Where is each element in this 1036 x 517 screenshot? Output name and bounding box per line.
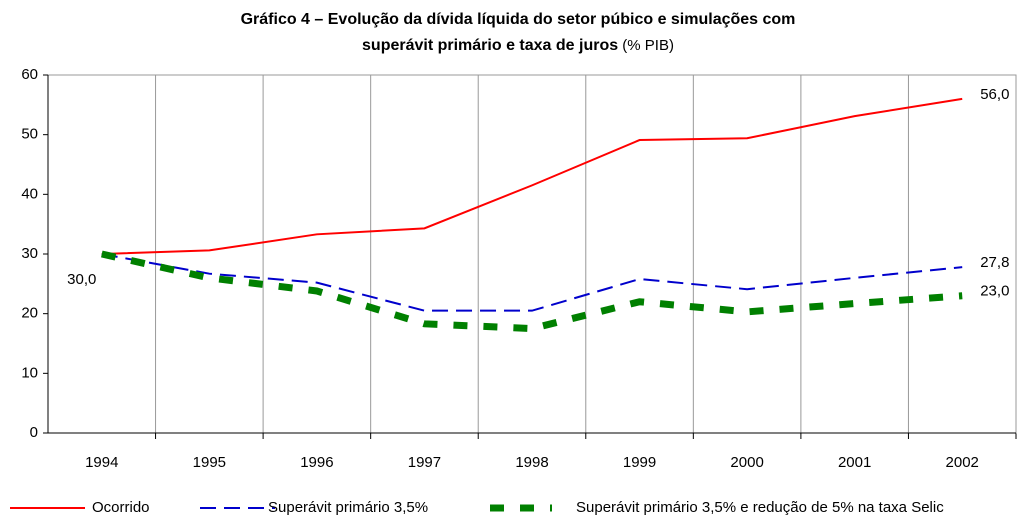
y-tick-label: 10 [21,364,38,381]
plot-border [47,74,1017,434]
x-tick-label: 1995 [193,454,226,471]
series-line [101,253,963,312]
legend-label: Ocorrido [92,499,150,516]
x-tick-label: 2002 [946,454,979,471]
data-label: 30,0 [67,271,96,288]
x-tick-label: 2000 [730,454,763,471]
data-label: 23,0 [980,283,1009,300]
x-tick-label: 1999 [623,454,656,471]
chart-title: superávit primário e taxa de juros [362,37,618,54]
y-tick-label: 30 [21,245,38,262]
y-tick-label: 0 [30,424,38,441]
x-tick-label: 2001 [838,454,871,471]
y-tick-label: 20 [21,305,38,322]
legend-label: Superávit primário 3,5% e redução de 5% … [576,499,944,516]
x-tick-label: 1998 [515,454,548,471]
x-tick-label: 1996 [300,454,333,471]
chart-title: Gráfico 4 – Evolução da dívida líquida d… [241,11,796,28]
series-line [101,97,963,255]
x-tick-label: 1994 [85,454,118,471]
y-tick-label: 40 [21,185,38,202]
data-label: 56,0 [980,86,1009,103]
chart-title-unit: (% PIB) [622,37,674,54]
series-line [101,250,963,333]
data-label: 27,8 [980,254,1009,271]
y-tick-label: 50 [21,126,38,143]
x-tick-label: 1997 [408,454,441,471]
y-tick-label: 60 [21,66,38,83]
chart-title-line: superávit primário e taxa de juros (% PI… [362,37,674,54]
legend-label: Superávit primário 3,5% [268,499,428,516]
